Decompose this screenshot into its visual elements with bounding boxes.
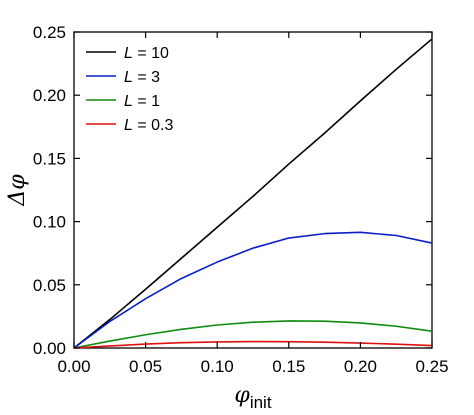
legend-label: L = 10 bbox=[124, 45, 169, 62]
x-tick-label: 0.00 bbox=[57, 357, 90, 376]
plot-border bbox=[73, 31, 433, 349]
series-line bbox=[73, 320, 433, 349]
x-tick-label: 0.25 bbox=[415, 357, 448, 376]
plot-frame bbox=[73, 31, 433, 349]
series-line bbox=[73, 340, 433, 349]
series-line bbox=[73, 231, 433, 349]
legend: L = 10 L = 3 L = 1 L = 0.3 bbox=[86, 45, 173, 134]
series-line bbox=[73, 38, 433, 349]
x-axis-label-subscript: init bbox=[250, 393, 272, 412]
axis-ticks: 0.00 0.05 0.10 0.15 0.20 0.25 0.00 0.05 0.10 0.15… bbox=[33, 23, 449, 376]
legend-label: L = 3 bbox=[124, 69, 160, 86]
x-tick-label: 0.10 bbox=[201, 357, 234, 376]
series-lines bbox=[73, 38, 433, 349]
x-axis-label: φinit bbox=[234, 383, 271, 412]
x-tick-label: 0.05 bbox=[129, 357, 162, 376]
y-axis-label: Δφ bbox=[5, 174, 30, 207]
y-tick-label: 0.00 bbox=[33, 339, 66, 358]
legend-label: L = 1 bbox=[124, 93, 160, 110]
y-tick-label: 0.25 bbox=[33, 23, 66, 42]
x-axis-label-symbol: φ bbox=[234, 383, 250, 408]
y-tick-label: 0.15 bbox=[33, 149, 66, 168]
x-tick-label: 0.15 bbox=[272, 357, 305, 376]
legend-label: L = 0.3 bbox=[124, 117, 173, 134]
y-tick-label: 0.05 bbox=[33, 276, 66, 295]
y-tick-label: 0.10 bbox=[33, 213, 66, 232]
x-tick-label: 0.20 bbox=[344, 357, 377, 376]
y-tick-label: 0.20 bbox=[33, 86, 66, 105]
